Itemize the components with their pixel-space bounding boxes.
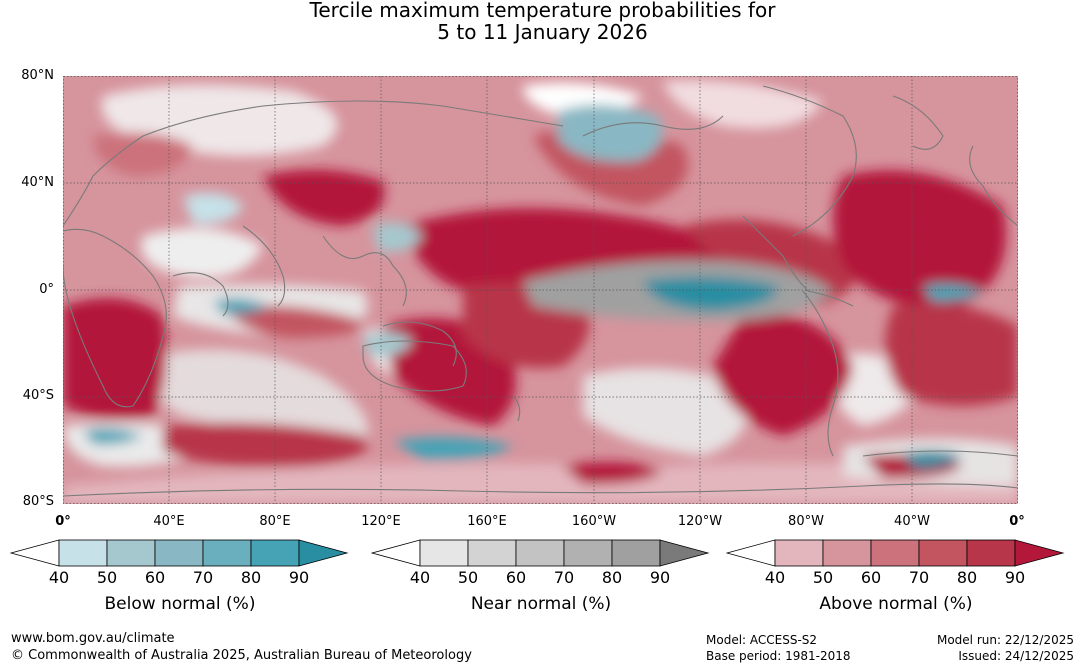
lon-label-0-right: 0°	[1009, 514, 1025, 529]
legend-below-tick: 60	[144, 568, 166, 587]
legend-below-tick: 50	[96, 568, 118, 587]
colorbar-above	[726, 539, 1065, 567]
legend-above-tick: 80	[956, 568, 978, 587]
footer-copyright: © Commonwealth of Australia 2025, Austra…	[11, 648, 472, 663]
lat-label-40s: 40°S	[22, 388, 54, 403]
colorbar-above-seg-2	[822, 539, 872, 567]
legend-near-title: Near normal (%)	[470, 594, 612, 614]
colorbar-below-seg-1	[58, 539, 108, 567]
legend-above-tick: 40	[764, 568, 786, 587]
colorbar-above-seg-3	[870, 539, 920, 567]
colorbar-near-seg-1	[419, 539, 469, 567]
lat-label-0: 0°	[39, 282, 54, 297]
colorbar-near-seg-0	[371, 539, 421, 567]
lon-label-120e: 120°E	[361, 514, 401, 529]
lat-label-80s: 80°S	[22, 494, 54, 509]
map-title-line2: 5 to 11 January 2026	[437, 20, 648, 44]
lon-label-0-left: 0°	[55, 514, 71, 529]
colorbar-near-seg-5	[611, 539, 661, 567]
colorbar-near-seg-4	[563, 539, 613, 567]
colorbar-below-seg-2	[106, 539, 156, 567]
colorbar-below-seg-0	[10, 539, 60, 567]
legend-above-tick: 90	[1004, 568, 1026, 587]
colorbar-above-seg-0	[726, 539, 776, 567]
lon-label-40w: 40°W	[894, 514, 930, 529]
lat-label-40n: 40°N	[21, 175, 54, 190]
colorbar-near-seg-6	[659, 539, 710, 567]
colorbar-above-seg-1	[774, 539, 824, 567]
lat-label-80n: 80°N	[21, 68, 54, 83]
legend-near-tick: 80	[601, 568, 623, 587]
footer-model-run: Model run: 22/12/2025	[936, 633, 1074, 647]
graticule	[63, 76, 1018, 504]
coastlines	[63, 85, 1018, 497]
colorbar-above-seg-5	[966, 539, 1016, 567]
lon-label-160w: 160°W	[571, 514, 617, 529]
legend-above-tick: 70	[908, 568, 930, 587]
colorbar-near-seg-3	[515, 539, 565, 567]
lon-label-80e: 80°E	[259, 514, 291, 529]
probability-map	[63, 76, 1018, 504]
lon-label-160e: 160°E	[467, 514, 507, 529]
lon-label-40e: 40°E	[153, 514, 185, 529]
legend-near-tick: 40	[409, 568, 431, 587]
colorbar-below-seg-6	[298, 539, 349, 567]
legend-near-tick: 50	[457, 568, 479, 587]
legend-near-tick: 90	[649, 568, 671, 587]
legend-near-normal: 40 50 60 70 80 90 Near normal (%)	[371, 538, 711, 618]
footer-issued: Issued: 24/12/2025	[958, 649, 1074, 663]
colorbar-below-seg-5	[250, 539, 300, 567]
probability-field	[63, 80, 1018, 504]
map-title-line1: Tercile maximum temperature probabilitie…	[309, 0, 776, 22]
colorbar-above-seg-4	[918, 539, 968, 567]
footer-base-period: Base period: 1981-2018	[706, 649, 851, 663]
lon-label-120w: 120°W	[677, 514, 723, 529]
legend-below-normal: 40 50 60 70 80 90 Below normal (%)	[10, 538, 350, 618]
legend-above-tick: 60	[860, 568, 882, 587]
legend-above-title: Above normal (%)	[819, 594, 973, 614]
lon-label-80w: 80°W	[788, 514, 824, 529]
legend-below-tick: 90	[288, 568, 310, 587]
colorbar-below-seg-3	[154, 539, 204, 567]
legend-below-tick: 70	[192, 568, 214, 587]
colorbar-below-seg-4	[202, 539, 252, 567]
legend-below-tick: 80	[240, 568, 262, 587]
colorbar-near-seg-2	[467, 539, 517, 567]
legend-near-tick: 70	[553, 568, 575, 587]
legend-above-tick: 50	[812, 568, 834, 587]
colorbar-above-seg-6	[1014, 539, 1065, 567]
colorbar-below	[10, 539, 349, 567]
footer-model: Model: ACCESS-S2	[706, 633, 818, 647]
footer-url[interactable]: www.bom.gov.au/climate	[11, 631, 175, 646]
legend-near-tick: 60	[505, 568, 527, 587]
legend-above-normal: 40 50 60 70 80 90 Above normal (%)	[726, 538, 1066, 618]
legend-below-title: Below normal (%)	[104, 594, 256, 614]
legend-below-tick: 40	[48, 568, 70, 587]
colorbar-near	[371, 539, 710, 567]
